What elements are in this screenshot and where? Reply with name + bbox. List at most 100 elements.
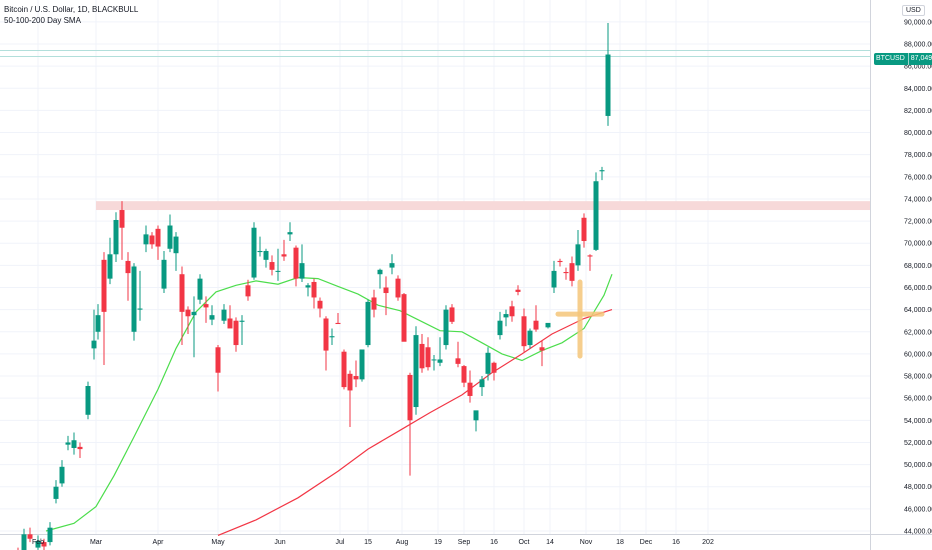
y-tick-label: 86,000.00	[904, 64, 932, 71]
candle-body	[383, 287, 389, 294]
candle-body	[461, 366, 467, 383]
candle-body	[443, 309, 449, 346]
x-tick-label: Feb	[32, 539, 44, 546]
candle-body	[605, 54, 611, 116]
x-tick-label: 18	[616, 539, 624, 546]
candle-body	[353, 376, 359, 380]
candle-body	[449, 307, 455, 322]
candle-body	[65, 442, 71, 445]
y-tick-label: 46,000.00	[904, 506, 932, 513]
currency-button[interactable]: USD	[902, 5, 925, 16]
candle-body	[257, 250, 263, 253]
x-tick-label: Dec	[640, 539, 653, 546]
x-tick-label: Oct	[519, 539, 530, 546]
candle-body	[347, 373, 353, 391]
y-tick-label: 54,000.00	[904, 418, 932, 425]
candle-body	[221, 309, 227, 321]
candle-body	[563, 272, 569, 274]
candle-body	[215, 347, 221, 373]
candle-body	[431, 359, 437, 361]
candle-body	[533, 320, 539, 330]
x-tick-label: 19	[434, 539, 442, 546]
x-tick-label: 16	[672, 539, 680, 546]
candle-body	[323, 318, 329, 351]
candle-body	[125, 260, 131, 274]
candle-body	[359, 349, 365, 380]
x-tick-label: 15	[364, 539, 372, 546]
y-tick-label: 52,000.00	[904, 440, 932, 447]
y-tick-label: 58,000.00	[904, 374, 932, 381]
candle-body	[527, 330, 533, 346]
candle-body	[371, 297, 377, 310]
candle-body	[335, 322, 341, 325]
candle-body	[299, 263, 305, 279]
candle-body	[53, 486, 59, 499]
candle-body	[227, 318, 233, 329]
candle-body	[47, 527, 53, 543]
candle-body	[71, 440, 77, 448]
sma-line	[217, 309, 613, 536]
candle-body	[455, 358, 461, 364]
y-tick-label: 68,000.00	[904, 263, 932, 270]
candle-body	[287, 232, 293, 235]
candle-body	[233, 320, 239, 346]
candle-body	[515, 289, 521, 292]
candle-body	[149, 235, 155, 245]
y-tick-label: 60,000.00	[904, 351, 932, 358]
candle-body	[413, 335, 419, 408]
candle-body	[395, 278, 401, 298]
candle-body	[473, 410, 479, 421]
y-tick-label: 62,000.00	[904, 329, 932, 336]
candle-body	[365, 301, 371, 346]
candle-body	[539, 347, 545, 351]
y-tick-label: 70,000.00	[904, 241, 932, 248]
y-tick-label: 74,000.00	[904, 196, 932, 203]
y-tick-label: 72,000.00	[904, 219, 932, 226]
candle-body	[173, 236, 179, 254]
candle-body	[245, 285, 251, 297]
y-tick-label: 80,000.00	[904, 130, 932, 137]
indicator-label: 50-100-200 Day SMA	[4, 16, 81, 25]
x-tick-label: 202	[702, 539, 714, 546]
candle-body	[437, 359, 443, 363]
last-price-symbol: BTCUSD	[876, 53, 909, 65]
candle-body	[293, 247, 299, 279]
candle-body	[101, 259, 107, 312]
y-tick-label: 44,000.00	[904, 529, 932, 536]
candle-body	[167, 225, 173, 249]
x-tick-label: May	[211, 539, 225, 546]
candle-body	[239, 320, 245, 322]
candle-body	[521, 316, 527, 347]
candle-body	[389, 263, 395, 268]
candle-body	[21, 534, 27, 550]
y-tick-label: 56,000.00	[904, 396, 932, 403]
y-tick-label: 78,000.00	[904, 152, 932, 159]
candle-body	[281, 254, 287, 257]
candle-body	[377, 269, 383, 275]
resistance-zone	[96, 201, 870, 211]
candle-body	[341, 351, 347, 388]
candle-body	[569, 263, 575, 281]
candle-body	[41, 542, 47, 547]
x-tick-label: Mar	[90, 539, 103, 546]
y-tick-label: 66,000.00	[904, 285, 932, 292]
y-tick-label: 90,000.00	[904, 19, 932, 26]
candle-body	[581, 217, 587, 242]
x-tick-label: 16	[490, 539, 498, 546]
candle-body	[587, 255, 593, 257]
candle-body	[503, 314, 509, 318]
candle-body	[27, 534, 33, 539]
x-tick-label: Jul	[336, 539, 345, 546]
candle-body	[599, 170, 605, 172]
candle-body	[557, 260, 563, 263]
candle-body	[593, 181, 599, 250]
candle-body	[143, 234, 149, 245]
candle-body	[209, 315, 215, 320]
candle-body	[203, 304, 209, 308]
candle-body	[497, 320, 503, 336]
sma-line	[45, 273, 613, 532]
candle-body	[263, 250, 269, 260]
y-tick-label: 76,000.00	[904, 174, 932, 181]
